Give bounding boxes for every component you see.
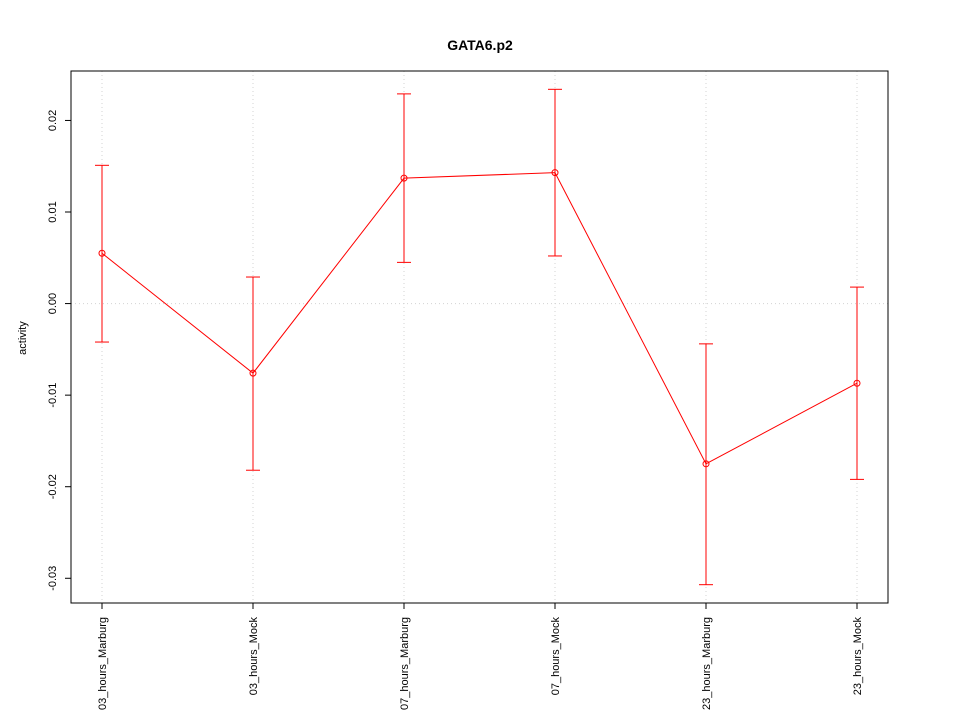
y-axis-label: activity xyxy=(17,321,29,355)
data-points xyxy=(98,169,861,468)
data-point xyxy=(249,369,257,377)
x-tick-label: 23_hours_Mock xyxy=(852,617,864,696)
x-tick-label: 03_hours_Marburg xyxy=(97,617,109,710)
series-line xyxy=(101,172,858,465)
x-tick-label: 03_hours_Mock xyxy=(248,617,260,696)
y-tick-label: -0.03 xyxy=(47,566,59,591)
data-point xyxy=(551,169,559,177)
x-axis: 03_hours_Marburg 03_hours_Mock 07_hours_Ma… xyxy=(97,603,864,710)
data-point xyxy=(853,379,861,387)
y-tick-label: 0.01 xyxy=(47,201,59,222)
y-tick-label: 0.00 xyxy=(47,293,59,314)
x-tick-label: 07_hours_Mock xyxy=(550,617,562,696)
data-point xyxy=(702,460,710,468)
grid-lines xyxy=(101,71,858,603)
error-bars xyxy=(95,88,864,586)
y-tick-label: 0.02 xyxy=(47,110,59,131)
data-point xyxy=(98,249,106,257)
y-tick-label: -0.02 xyxy=(47,474,59,499)
y-tick-label: -0.01 xyxy=(47,383,59,408)
chart-title: GATA6.p2 xyxy=(447,37,513,53)
data-point xyxy=(400,174,408,182)
y-axis: -0.03 -0.02 -0.01 0.00 0.01 0.02 xyxy=(47,110,71,591)
plot-frame xyxy=(70,70,889,604)
x-tick-label: 23_hours_Marburg xyxy=(701,617,713,710)
x-tick-label: 07_hours_Marburg xyxy=(399,617,411,710)
series-polyline xyxy=(101,172,858,465)
